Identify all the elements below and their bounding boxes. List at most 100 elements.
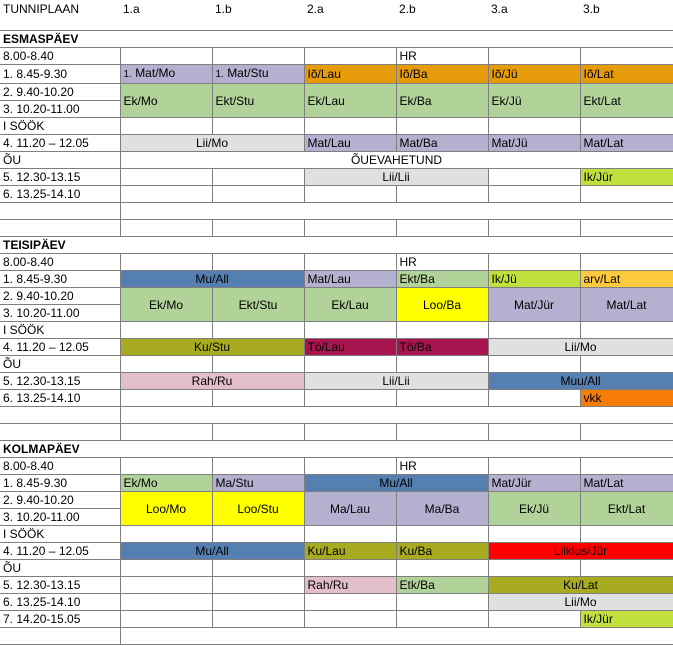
time-label: 1. 8.45-9.30 bbox=[0, 270, 121, 288]
time-label: 7. 14.20-15.05 bbox=[0, 610, 121, 628]
time-row: ÕU bbox=[0, 559, 673, 577]
lesson-cell: Ma/Lau bbox=[303, 491, 397, 526]
lesson-cell: Tö/Lau bbox=[303, 338, 397, 356]
lesson-cell: Mu/All bbox=[119, 542, 305, 560]
lesson-cell: HR bbox=[395, 457, 489, 475]
time-label: 8.00-8.40 bbox=[0, 47, 121, 65]
lesson-cell: Muu/All bbox=[487, 372, 673, 390]
time-label: ÕU bbox=[0, 559, 121, 577]
lesson-cell: Mat/Lat bbox=[579, 474, 673, 492]
time-row: 8.00-8.40 HR bbox=[0, 457, 673, 475]
lesson-cell: Ekt/Lat bbox=[579, 491, 673, 526]
time-label: ÕU bbox=[0, 355, 121, 373]
time-row: 4. 11.20 – 12.05 Lii/Mo Mat/Lau Mat/Ba M… bbox=[0, 134, 673, 152]
lesson-cell: Tö/Ba bbox=[395, 338, 489, 356]
lesson-cell: HR bbox=[395, 253, 489, 271]
day-header-row: KOLMAPÄEV bbox=[0, 440, 673, 458]
lesson-cell: Rah/Ru bbox=[303, 576, 397, 594]
lesson-cell: Ekt/Lat bbox=[579, 83, 673, 118]
time-row: 7. 14.20-15.05 Ik/Jür bbox=[0, 610, 673, 628]
lesson-cell: Mat/Jür bbox=[487, 474, 581, 492]
lesson-cell: Ik/Jür bbox=[579, 610, 673, 628]
lesson-cell: Ek/Jü bbox=[487, 491, 581, 526]
class-header: 2.b bbox=[399, 2, 416, 16]
lesson-cell: Liiklus/Jür bbox=[487, 542, 673, 560]
time-label: 3. 10.20-11.00 bbox=[0, 304, 121, 322]
time-row: 6. 13.25-14.10 vkk bbox=[0, 389, 673, 407]
time-row: 4. 11.20 – 12.05 Ku/Stu Tö/Lau Tö/Ba Lii… bbox=[0, 338, 673, 356]
time-label: ÕU bbox=[0, 151, 121, 169]
lesson-cell: Ik/Jü bbox=[487, 270, 581, 288]
lesson-cell: Mat/Lau bbox=[303, 134, 397, 152]
lesson-cell: Lii/Mo bbox=[119, 134, 305, 152]
header-row: TUNNIPLAAN 1.a 1.b 2.a 2.b 3.a 3.b bbox=[0, 0, 673, 18]
lesson-cell: Ku/Lat bbox=[487, 576, 673, 594]
time-label: 5. 12.30-13.15 bbox=[0, 168, 121, 186]
lesson-cell: ÕUEVAHETUND bbox=[119, 151, 673, 169]
class-header: 3.a bbox=[491, 2, 508, 16]
lesson-cell: Ku/Stu bbox=[119, 338, 305, 356]
time-row: 1. 8.45-9.30 1. Mat/Mo 1. Mat/Stu Iõ/Lau… bbox=[0, 64, 673, 84]
time-label: 8.00-8.40 bbox=[0, 253, 121, 271]
lesson-cell: Ek/Lau bbox=[303, 83, 397, 118]
time-row: I SÖÖK bbox=[0, 525, 673, 543]
class-header: 2.a bbox=[307, 2, 324, 16]
time-label: 2. 9.40-10.20 bbox=[0, 491, 121, 509]
time-label: 8.00-8.40 bbox=[0, 457, 121, 475]
time-label: 6. 13.25-14.10 bbox=[0, 185, 121, 203]
time-label: 3. 10.20-11.00 bbox=[0, 508, 121, 526]
lesson-cell: Iõ/Lau bbox=[303, 64, 397, 84]
lesson-cell: Ek/Ba bbox=[395, 83, 489, 118]
lesson-cell: Ekt/Stu bbox=[211, 83, 305, 118]
time-label: 6. 13.25-14.10 bbox=[0, 593, 121, 611]
lesson-cell: Mu/All bbox=[119, 270, 305, 288]
time-row: I SÖÖK bbox=[0, 321, 673, 339]
time-row: 1. 8.45-9.30 Mu/All Mat/Lau Ekt/Ba Ik/Jü… bbox=[0, 270, 673, 288]
time-row: 6. 13.25-14.10 Lii/Mo bbox=[0, 593, 673, 611]
lesson-cell: Mat/Lat bbox=[579, 134, 673, 152]
lesson-cell: Etk/Ba bbox=[395, 576, 489, 594]
lesson-cell: Iõ/Lat bbox=[579, 64, 673, 84]
time-row: 5. 12.30-13.15 Rah/Ru Etk/Ba Ku/Lat bbox=[0, 576, 673, 594]
time-row: I SÖÖK bbox=[0, 117, 673, 135]
lesson-cell: 1. Mat/Mo bbox=[119, 64, 213, 84]
lesson-cell: Ma/Ba bbox=[395, 491, 489, 526]
lesson-cell: Ik/Jür bbox=[579, 168, 673, 186]
spacer-row bbox=[0, 219, 673, 237]
time-label: I SÖÖK bbox=[0, 321, 121, 339]
lesson-cell: Mat/Ba bbox=[395, 134, 489, 152]
lesson-cell: Lii/Lii bbox=[303, 168, 489, 186]
day-name: KOLMAPÄEV bbox=[0, 440, 120, 458]
page-title: TUNNIPLAAN bbox=[3, 2, 80, 16]
time-row: 8.00-8.40 HR bbox=[0, 253, 673, 271]
time-label: 5. 12.30-13.15 bbox=[0, 576, 121, 594]
lesson-cell: Iõ/Jü bbox=[487, 64, 581, 84]
class-header: 3.b bbox=[583, 2, 600, 16]
spacer-row bbox=[0, 406, 673, 424]
lesson-cell: Iõ/Ba bbox=[395, 64, 489, 84]
time-row: 3. 10.20-11.00 bbox=[0, 508, 673, 526]
lesson-cell: Lii/Mo bbox=[487, 338, 673, 356]
time-label: 4. 11.20 – 12.05 bbox=[0, 338, 121, 356]
time-row: ÕU bbox=[0, 355, 673, 373]
day-header-row: ESMASPÄEV bbox=[0, 30, 673, 48]
time-row: 2. 9.40-10.20 Ek/Mo Ekt/Stu Ek/Lau Ek/Ba… bbox=[0, 83, 673, 118]
lesson-cell: Mu/All bbox=[303, 474, 489, 492]
lesson-cell: arv/Lat bbox=[579, 270, 673, 288]
lesson-cell: Ku/Ba bbox=[395, 542, 489, 560]
lesson-cell: Ek/Mo bbox=[119, 287, 213, 322]
lesson-cell: Mat/Jür bbox=[487, 287, 581, 322]
lesson-cell: Ek/Lau bbox=[303, 287, 397, 322]
time-row: 8.00-8.40 HR bbox=[0, 47, 673, 65]
spacer-row bbox=[0, 423, 673, 441]
lesson-cell: HR bbox=[395, 47, 489, 65]
lesson-cell: Ekt/Stu bbox=[211, 287, 305, 322]
lesson-cell: Ek/Jü bbox=[487, 83, 581, 118]
time-label: I SÖÖK bbox=[0, 117, 121, 135]
day-name: ESMASPÄEV bbox=[0, 30, 120, 48]
time-label: I SÖÖK bbox=[0, 525, 121, 543]
lesson-cell: Ek/Mo bbox=[119, 83, 213, 118]
lesson-cell: Mat/Jü bbox=[487, 134, 581, 152]
time-label: 2. 9.40-10.20 bbox=[0, 83, 121, 101]
spacer-row bbox=[0, 627, 673, 645]
